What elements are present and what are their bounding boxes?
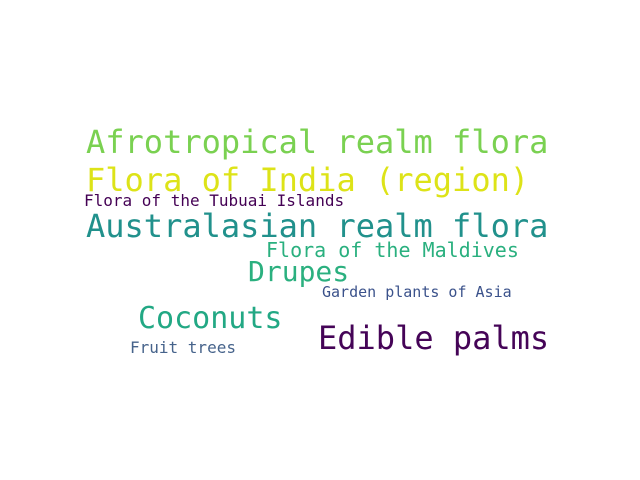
word-afrotropical-realm-flora: Afrotropical realm flora xyxy=(86,123,549,161)
word-australasian-realm-flora: Australasian realm flora xyxy=(86,207,549,245)
word-garden-plants-of-asia: Garden plants of Asia xyxy=(322,283,512,301)
word-drupes: Drupes xyxy=(248,255,350,288)
word-flora-of-the-tubuai-islands: Flora of the Tubuai Islands xyxy=(84,191,345,210)
word-coconuts: Coconuts xyxy=(138,301,283,336)
word-edible-palms: Edible palms xyxy=(318,319,550,357)
word-fruit-trees: Fruit trees xyxy=(130,338,236,357)
word-flora-of-the-maldives: Flora of the Maldives xyxy=(266,238,519,262)
word-flora-of-india: Flora of India (region) xyxy=(86,161,530,199)
